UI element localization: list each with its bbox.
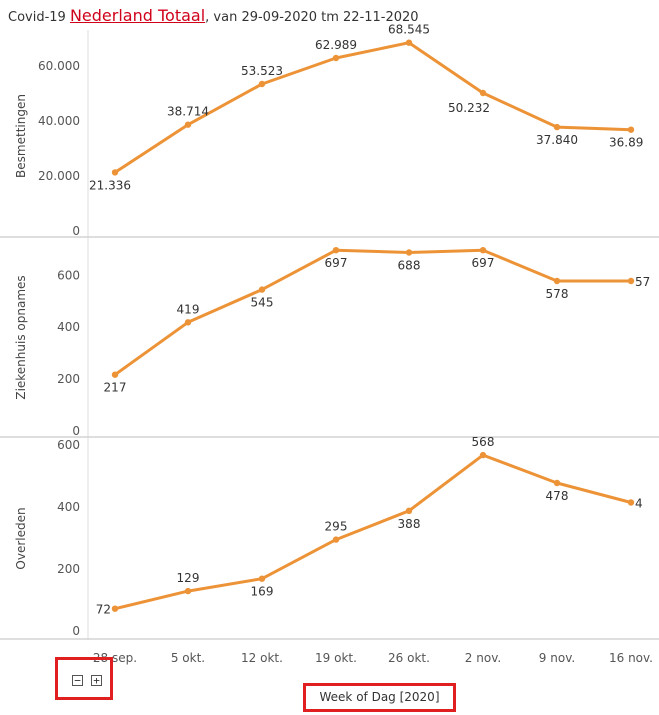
data-label: 72 bbox=[96, 603, 111, 617]
data-label: 295 bbox=[325, 520, 348, 534]
y-axis-title: Besmettingen bbox=[14, 94, 28, 178]
zoom-controls: − + bbox=[55, 657, 113, 700]
title-prefix: Covid-19 bbox=[8, 10, 70, 25]
y-tick-label: 400 bbox=[57, 500, 80, 514]
x-tick-label: 12 okt. bbox=[241, 651, 283, 665]
data-point bbox=[553, 277, 561, 285]
data-label: 419 bbox=[177, 302, 200, 316]
x-tick-label: 28 sep. bbox=[93, 651, 137, 665]
data-label: 478 bbox=[546, 489, 569, 503]
series-line bbox=[114, 453, 632, 611]
data-label: 57 bbox=[635, 275, 650, 289]
data-label: 697 bbox=[472, 256, 495, 270]
y-tick-label: 40.000 bbox=[38, 114, 80, 128]
y-tick-label: 0 bbox=[72, 424, 80, 438]
x-axis-title[interactable]: Week of Dag [2020] bbox=[303, 683, 456, 712]
data-point bbox=[184, 121, 192, 128]
data-label: 688 bbox=[398, 259, 421, 273]
data-point bbox=[332, 247, 340, 254]
y-tick-label: 400 bbox=[57, 320, 80, 334]
region-link[interactable]: Nederland Totaal bbox=[69, 6, 206, 25]
series-line bbox=[114, 41, 632, 174]
data-label: 4 bbox=[635, 497, 643, 511]
data-label: 568 bbox=[472, 435, 495, 449]
data-point bbox=[405, 249, 413, 256]
x-tick-label: 19 okt. bbox=[315, 651, 357, 665]
y-tick-label: 20.000 bbox=[38, 169, 80, 183]
data-point bbox=[111, 371, 119, 378]
data-label: 38.714 bbox=[167, 105, 209, 119]
data-label: 578 bbox=[546, 287, 569, 301]
data-point bbox=[553, 479, 561, 487]
y-tick-label: 600 bbox=[57, 438, 80, 452]
data-label: 50.232 bbox=[448, 101, 490, 115]
data-point bbox=[479, 451, 487, 459]
data-point bbox=[479, 89, 487, 97]
data-label: 21.336 bbox=[89, 178, 131, 192]
data-label: 388 bbox=[398, 517, 421, 531]
data-label: 53.523 bbox=[241, 64, 283, 78]
y-tick-label: 60.000 bbox=[38, 59, 80, 73]
series-line bbox=[114, 248, 631, 376]
x-tick-label: 16 nov. bbox=[609, 651, 653, 665]
data-point bbox=[332, 536, 340, 543]
data-point bbox=[405, 507, 413, 514]
data-label: 37.840 bbox=[536, 133, 578, 147]
y-tick-label: 0 bbox=[72, 224, 80, 238]
data-point bbox=[405, 39, 413, 46]
data-point bbox=[258, 286, 266, 293]
data-label: 36.89 bbox=[609, 136, 643, 150]
y-tick-label: 200 bbox=[57, 562, 80, 576]
x-tick-label: 2 nov. bbox=[465, 651, 501, 665]
chart-title: Covid-19 Nederland Totaal, van 29-09-202… bbox=[8, 6, 419, 25]
zoom-out-button[interactable]: − bbox=[72, 675, 83, 686]
data-point bbox=[111, 169, 119, 176]
data-label: 545 bbox=[251, 296, 274, 310]
data-point bbox=[184, 587, 192, 595]
data-label: 62.989 bbox=[315, 38, 357, 52]
x-tick-label: 5 okt. bbox=[171, 651, 205, 665]
y-axis-title: Ziekenhuis opnames bbox=[14, 275, 28, 399]
data-point bbox=[627, 499, 635, 506]
data-label: 169 bbox=[251, 585, 274, 599]
x-tick-label: 26 okt. bbox=[388, 651, 430, 665]
y-tick-label: 200 bbox=[57, 372, 80, 386]
data-point bbox=[332, 54, 340, 62]
y-tick-label: 600 bbox=[57, 268, 80, 282]
data-point bbox=[627, 277, 635, 285]
title-suffix: , van 29-09-2020 tm 22-11-2020 bbox=[205, 10, 419, 25]
zoom-in-button[interactable]: + bbox=[91, 675, 102, 686]
data-label: 217 bbox=[104, 381, 127, 395]
x-tick-label: 9 nov. bbox=[539, 651, 575, 665]
data-point bbox=[184, 319, 192, 326]
data-label: 129 bbox=[177, 571, 200, 585]
y-tick-label: 0 bbox=[72, 624, 80, 638]
data-point bbox=[258, 575, 266, 582]
data-label: 68.545 bbox=[388, 23, 430, 37]
data-point bbox=[479, 247, 487, 254]
data-point bbox=[627, 126, 635, 133]
data-point bbox=[258, 80, 266, 88]
data-point bbox=[553, 123, 561, 131]
data-point bbox=[111, 605, 119, 612]
data-label: 697 bbox=[325, 256, 348, 270]
y-axis-title: Overleden bbox=[14, 507, 28, 569]
